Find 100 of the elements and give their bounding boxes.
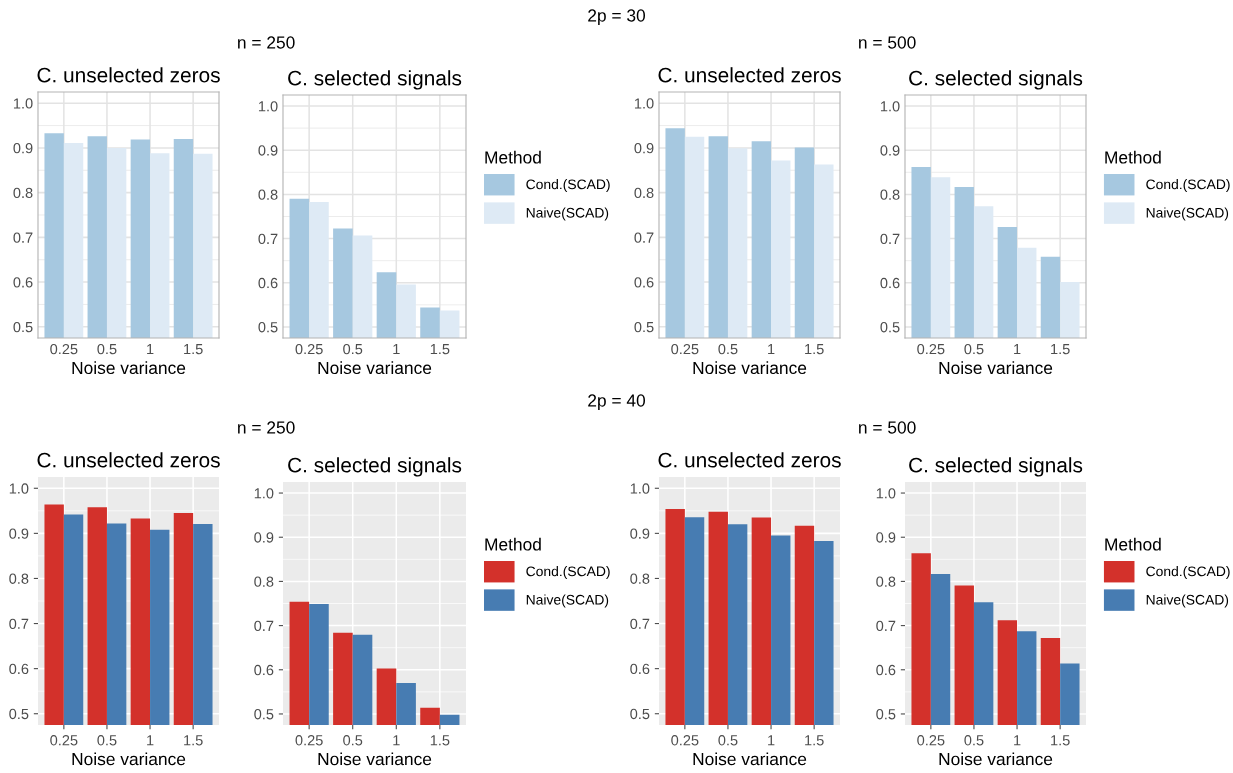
y-tick-label: 1.0 bbox=[876, 488, 896, 499]
x-tick-label: 0.5 bbox=[718, 343, 738, 355]
y-tick-label: 0.6 bbox=[630, 663, 650, 675]
y-tick-label: 1.0 bbox=[9, 483, 29, 494]
x-tick-label: 1.5 bbox=[430, 735, 450, 746]
chart-title: C. selected signals bbox=[288, 457, 462, 477]
legend-label: Naive(SCAD) bbox=[1146, 207, 1229, 221]
y-tick-label: 0.9 bbox=[258, 145, 278, 156]
x-tick-label: 0.25 bbox=[295, 735, 323, 746]
y-tick-label: 0.7 bbox=[13, 232, 33, 243]
x-tick-label: 1 bbox=[147, 735, 154, 746]
y-tick-label: 0.6 bbox=[634, 277, 654, 288]
chart-title: C. unselected zeros bbox=[658, 67, 841, 83]
y-tick-label: 0.8 bbox=[880, 189, 900, 200]
y-tick-label: 1.0 bbox=[880, 101, 900, 112]
x-tick-label: 0.5 bbox=[97, 343, 117, 355]
x-axis-title: Noise variance bbox=[318, 361, 432, 375]
x-tick-label: 0.25 bbox=[50, 735, 78, 746]
y-tick-label: 0.8 bbox=[254, 576, 274, 587]
text: n = 250 bbox=[238, 421, 295, 434]
x-tick-label: 0.25 bbox=[295, 343, 323, 355]
x-tick-label: 1.5 bbox=[805, 735, 824, 746]
x-axis-title: Noise variance bbox=[939, 752, 1053, 766]
x-tick-label: 1.5 bbox=[430, 344, 450, 355]
x-tick-label: 1 bbox=[1014, 735, 1021, 746]
y-tick-label: 0.7 bbox=[876, 620, 896, 632]
x-tick-label: 1.5 bbox=[184, 735, 203, 746]
x-tick-label: 0.25 bbox=[671, 343, 699, 355]
x-tick-label: 1 bbox=[393, 344, 400, 355]
x-tick-label: 1 bbox=[768, 735, 775, 746]
y-tick-label: 0.7 bbox=[258, 233, 278, 245]
x-tick-label: 1.5 bbox=[1051, 735, 1070, 746]
y-tick-label: 0.7 bbox=[254, 620, 274, 632]
text: n = 500 bbox=[859, 421, 916, 434]
y-tick-label: 0.6 bbox=[13, 277, 33, 288]
y-tick-label: 0.6 bbox=[876, 664, 896, 676]
x-tick-label: 1.5 bbox=[1051, 344, 1070, 355]
text: 2p = 30 bbox=[588, 9, 646, 26]
x-tick-label: 0.5 bbox=[97, 735, 117, 746]
y-tick-label: 1.0 bbox=[13, 98, 33, 109]
legend-label: Naive(SCAD) bbox=[526, 207, 609, 221]
x-tick-label: 0.5 bbox=[718, 735, 738, 746]
chart-title: C. selected signals bbox=[288, 70, 462, 90]
legend-label: Naive(SCAD) bbox=[526, 594, 609, 608]
x-tick-label: 1.5 bbox=[184, 344, 203, 355]
y-tick-label: 0.9 bbox=[13, 143, 33, 154]
y-tick-label: 1.0 bbox=[254, 488, 274, 499]
x-tick-label: 1 bbox=[768, 344, 775, 355]
legend-label: Cond.(SCAD) bbox=[526, 179, 610, 192]
y-tick-label: 1.0 bbox=[634, 98, 654, 109]
y-tick-label: 0.5 bbox=[634, 321, 654, 333]
x-tick-label: 1 bbox=[147, 344, 154, 355]
y-tick-label: 0.7 bbox=[880, 233, 900, 245]
x-tick-label: 0.5 bbox=[343, 343, 363, 355]
x-tick-label: 1 bbox=[393, 735, 400, 746]
y-tick-label: 1.0 bbox=[258, 101, 278, 112]
y-tick-label: 0.9 bbox=[880, 145, 900, 156]
y-tick-label: 0.9 bbox=[254, 532, 274, 543]
x-axis-title: Noise variance bbox=[72, 752, 186, 766]
x-axis-title: Noise variance bbox=[72, 361, 186, 375]
x-tick-label: 0.5 bbox=[343, 735, 363, 746]
text: n = 250 bbox=[238, 36, 295, 49]
chart-title: C. selected signals bbox=[909, 457, 1083, 477]
x-tick-label: 0.25 bbox=[917, 343, 945, 355]
x-tick-label: 0.25 bbox=[50, 343, 78, 355]
y-tick-label: 0.6 bbox=[254, 664, 274, 676]
y-tick-label: 0.5 bbox=[9, 708, 29, 720]
chart-title: C. selected signals bbox=[909, 70, 1083, 90]
y-tick-label: 0.5 bbox=[13, 321, 33, 333]
legend-title: Method bbox=[485, 537, 541, 551]
y-tick-label: 0.5 bbox=[258, 322, 278, 333]
y-tick-label: 0.7 bbox=[634, 232, 654, 243]
y-tick-label: 0.8 bbox=[876, 576, 896, 587]
y-tick-label: 0.9 bbox=[634, 143, 654, 154]
y-tick-label: 0.6 bbox=[9, 663, 29, 675]
x-tick-label: 0.25 bbox=[917, 735, 945, 746]
y-tick-label: 0.9 bbox=[630, 528, 650, 539]
y-tick-label: 0.9 bbox=[9, 528, 29, 539]
text: 2p = 40 bbox=[588, 394, 646, 411]
chart-title: C. unselected zeros bbox=[37, 452, 220, 468]
y-tick-label: 0.5 bbox=[876, 709, 896, 720]
y-tick-label: 0.6 bbox=[258, 277, 278, 289]
legend-title: Method bbox=[485, 150, 541, 164]
y-tick-label: 0.6 bbox=[880, 277, 900, 289]
legend-label: Cond.(SCAD) bbox=[1146, 566, 1230, 579]
y-tick-label: 0.5 bbox=[630, 708, 650, 720]
x-axis-title: Noise variance bbox=[693, 752, 807, 766]
legend-label: Naive(SCAD) bbox=[1146, 594, 1229, 608]
y-tick-label: 0.7 bbox=[630, 618, 650, 629]
y-tick-label: 0.5 bbox=[880, 322, 900, 333]
text: n = 500 bbox=[859, 36, 916, 49]
y-tick-label: 0.8 bbox=[634, 187, 654, 199]
y-tick-label: 0.8 bbox=[9, 573, 29, 584]
legend-label: Cond.(SCAD) bbox=[1146, 179, 1230, 192]
x-tick-label: 0.25 bbox=[671, 735, 699, 746]
y-tick-label: 0.9 bbox=[876, 532, 896, 543]
x-axis-title: Noise variance bbox=[318, 752, 432, 766]
x-axis-title: Noise variance bbox=[693, 361, 807, 375]
y-tick-label: 0.8 bbox=[13, 187, 33, 199]
legend-label: Cond.(SCAD) bbox=[526, 566, 610, 579]
